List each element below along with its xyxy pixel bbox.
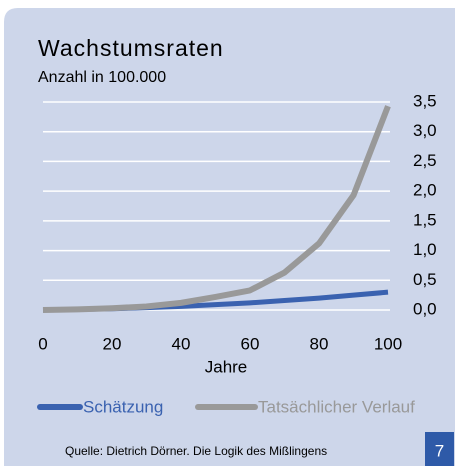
y-tick-label: 0,0 [413, 299, 437, 318]
y-tick-label: 0,5 [413, 270, 437, 289]
y-tick-label: 1,5 [413, 210, 437, 229]
x-axis-label: Jahre [205, 357, 248, 376]
source: Quelle: Dietrich Dörner. Die Logik des M… [65, 444, 327, 458]
page-number: 7 [435, 441, 444, 460]
x-tick-label: 0 [38, 334, 47, 353]
y-tick-label: 2,5 [413, 151, 437, 170]
legend-label: Tatsächlicher Verlauf [258, 397, 415, 416]
x-tick-label: 40 [172, 334, 191, 353]
legend-label: Schätzung [83, 397, 163, 416]
y-tick-label: 1,0 [413, 240, 437, 259]
x-tick-label: 80 [310, 334, 329, 353]
page-number-box [425, 432, 454, 466]
chart-title: Wachstumsraten [38, 35, 224, 61]
y-tick-label: 3,5 [413, 91, 437, 110]
x-tick-label: 20 [103, 334, 122, 353]
x-tick-label: 100 [374, 334, 402, 353]
panel [4, 8, 455, 466]
chart-subtitle: Anzahl in 100.000 [38, 69, 166, 86]
x-tick-label: 60 [241, 334, 260, 353]
y-tick-label: 3,0 [413, 121, 437, 140]
y-tick-label: 2,0 [413, 181, 437, 200]
series-line [42, 105, 391, 313]
